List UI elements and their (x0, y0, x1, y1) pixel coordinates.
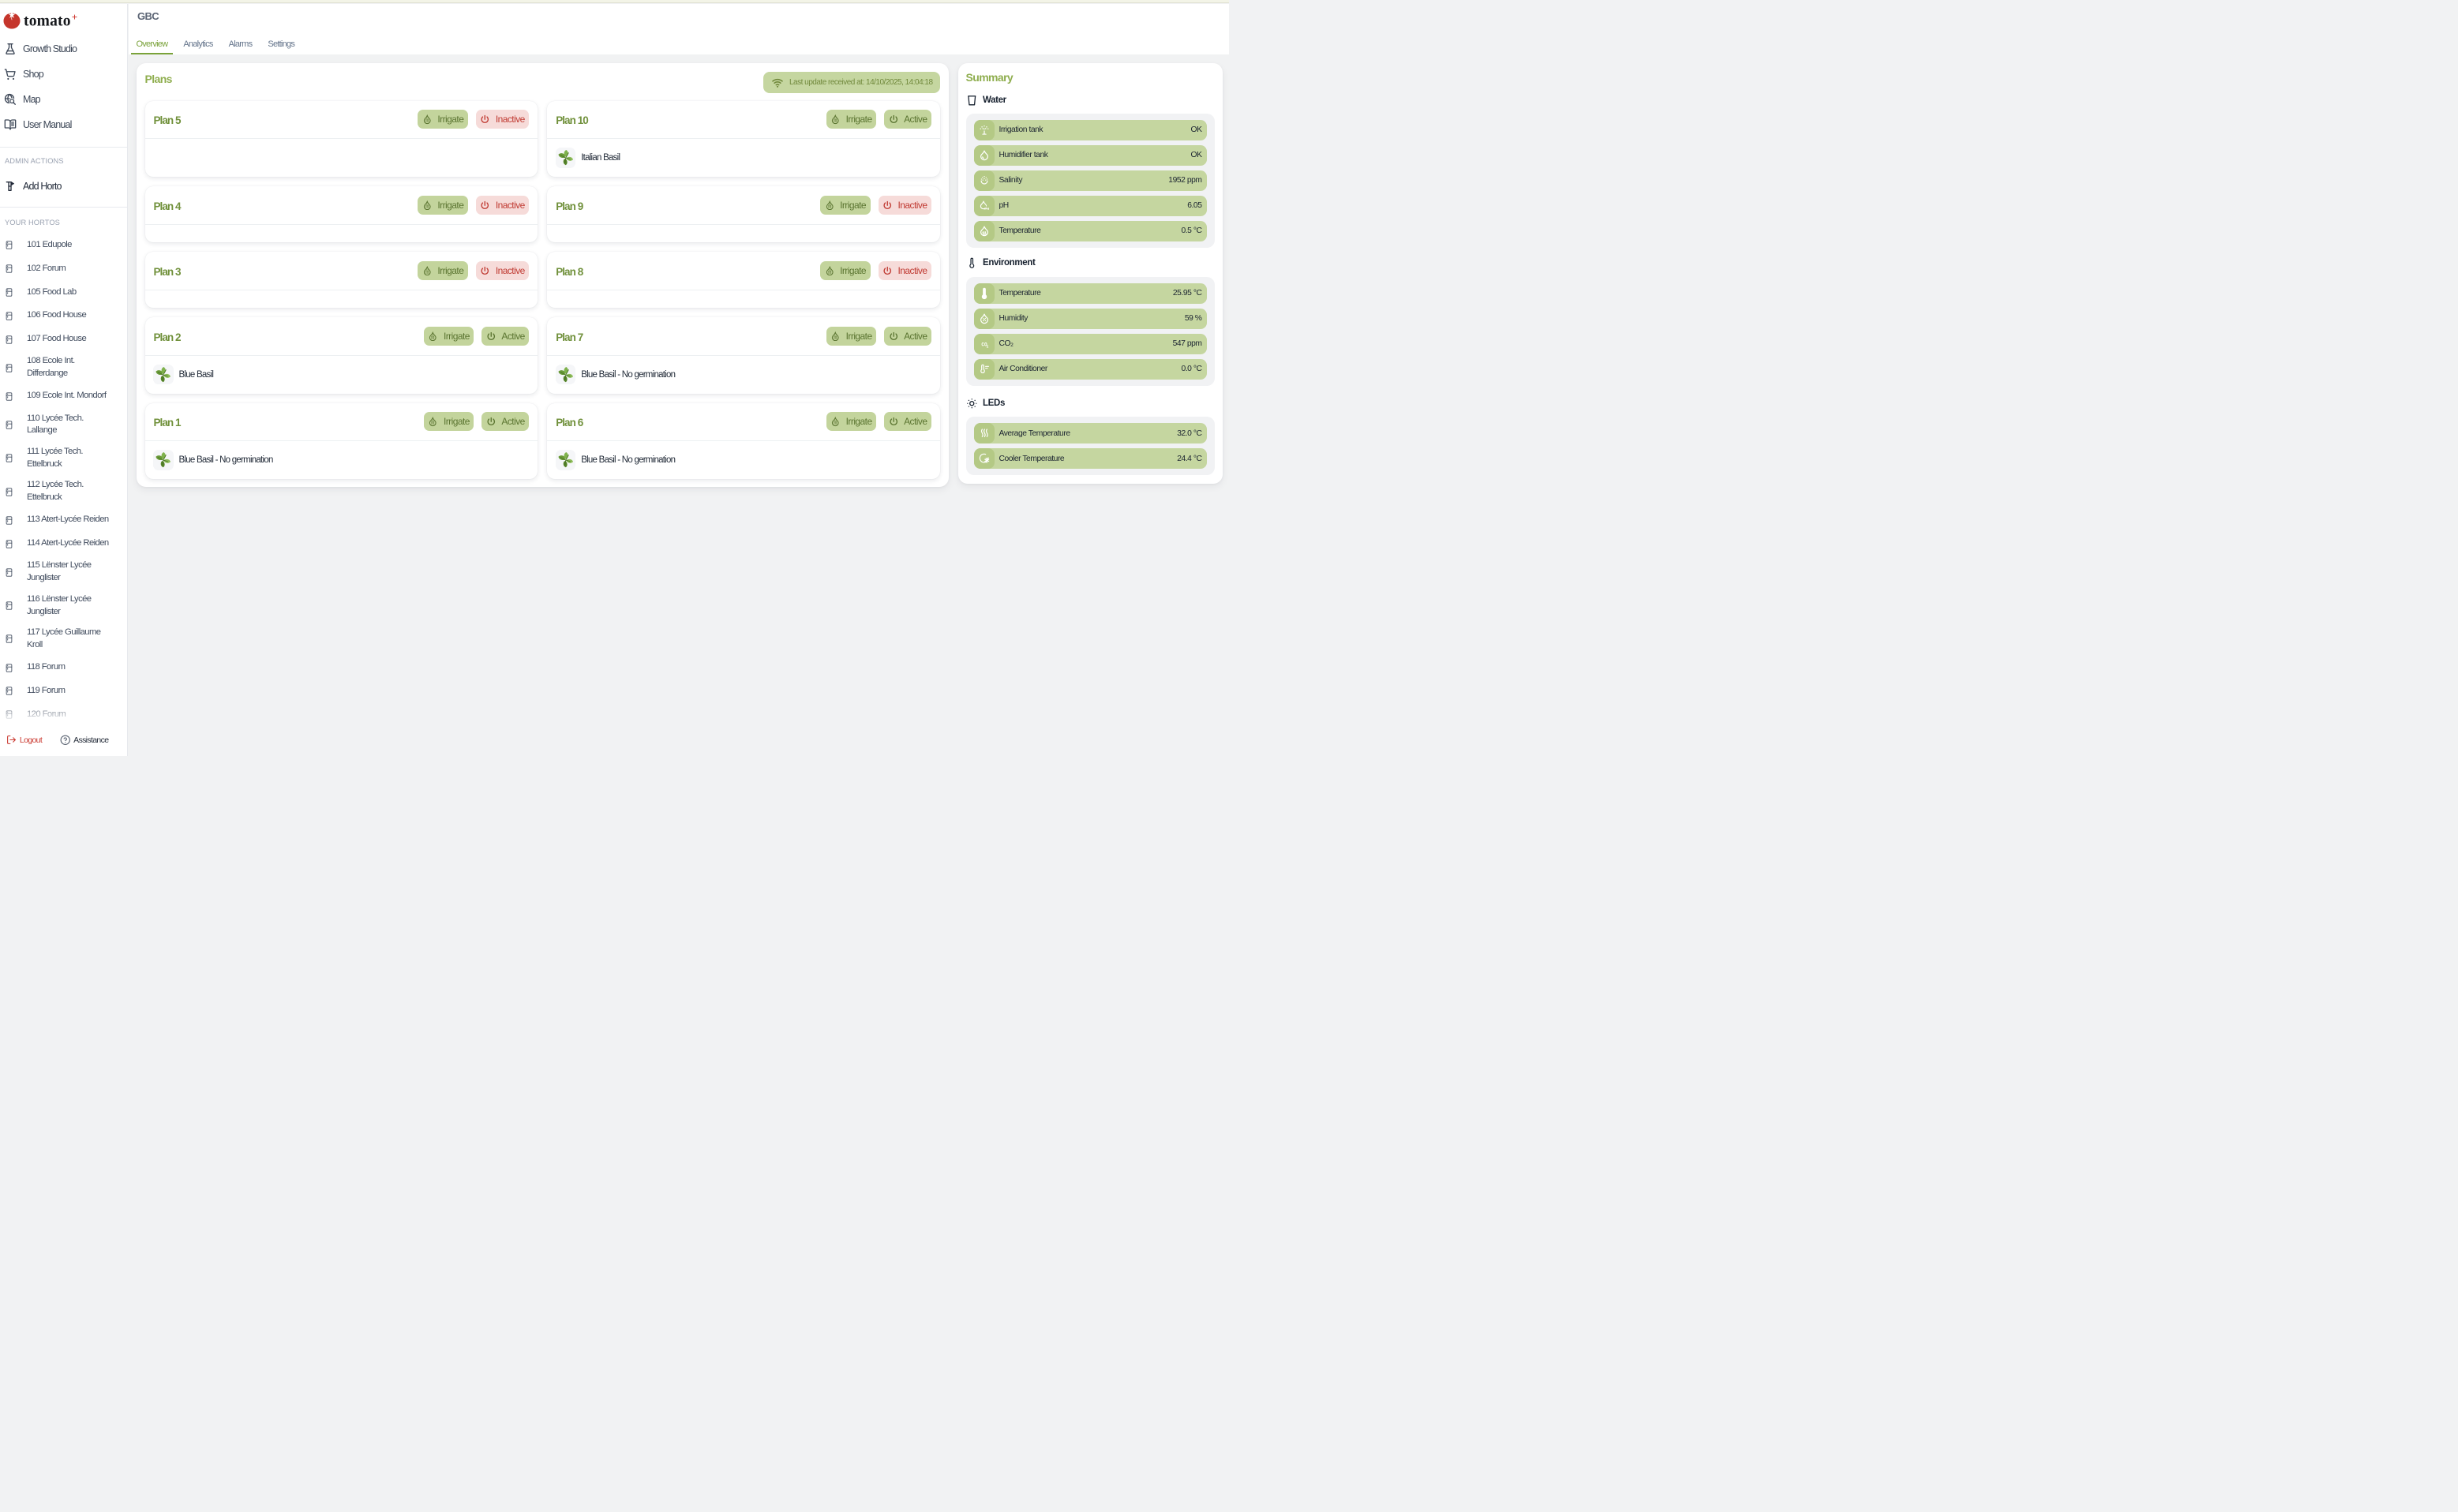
svg-text:PH: PH (984, 207, 989, 211)
svg-text:2: 2 (986, 344, 988, 349)
svg-text:CO: CO (981, 342, 987, 347)
